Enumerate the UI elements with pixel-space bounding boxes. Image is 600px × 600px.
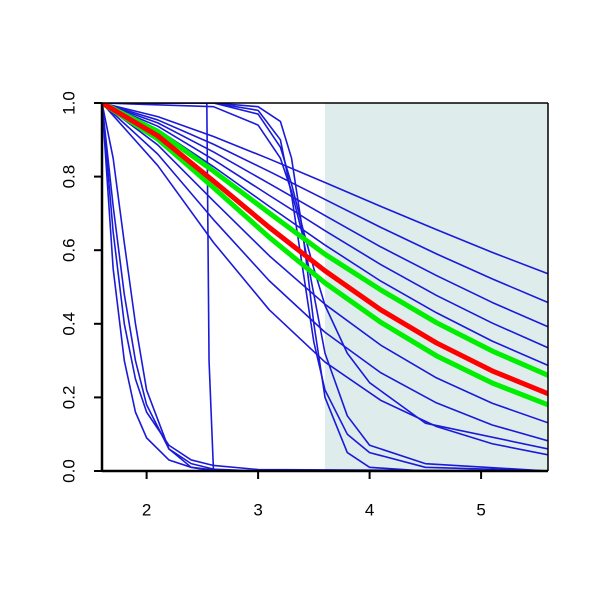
curve [102,103,548,471]
curve [102,103,548,471]
y-tick-label: 0.6 [59,238,78,262]
y-tick-label: 0.0 [59,459,78,483]
y-tick-label: 1.0 [59,91,78,115]
curve [102,103,548,456]
curve [102,103,548,442]
y-tick-label: 0.4 [59,312,78,336]
shade-layer [325,103,548,471]
curve [102,103,548,378]
x-tick-label: 3 [253,500,262,519]
curve [102,103,548,471]
x-tick-label: 4 [365,500,374,519]
x-tick-label: 2 [142,500,151,519]
curve [102,103,548,349]
curve [102,103,548,275]
curve [102,103,548,450]
curve [102,103,548,471]
curve [102,103,548,397]
x-tick-label: 5 [476,500,485,519]
y-tick-label: 0.8 [59,165,78,189]
y-tick-label: 0.2 [59,386,78,410]
curve [102,103,548,471]
curve [102,103,548,304]
curve [102,103,548,328]
curve [102,103,548,408]
axis-layer: 0.0 0.2 0.4 0.6 0.8 1.0 2 3 4 5 [59,91,549,519]
shaded-region [325,103,548,471]
curve [102,103,548,471]
curve-layer [102,103,548,471]
